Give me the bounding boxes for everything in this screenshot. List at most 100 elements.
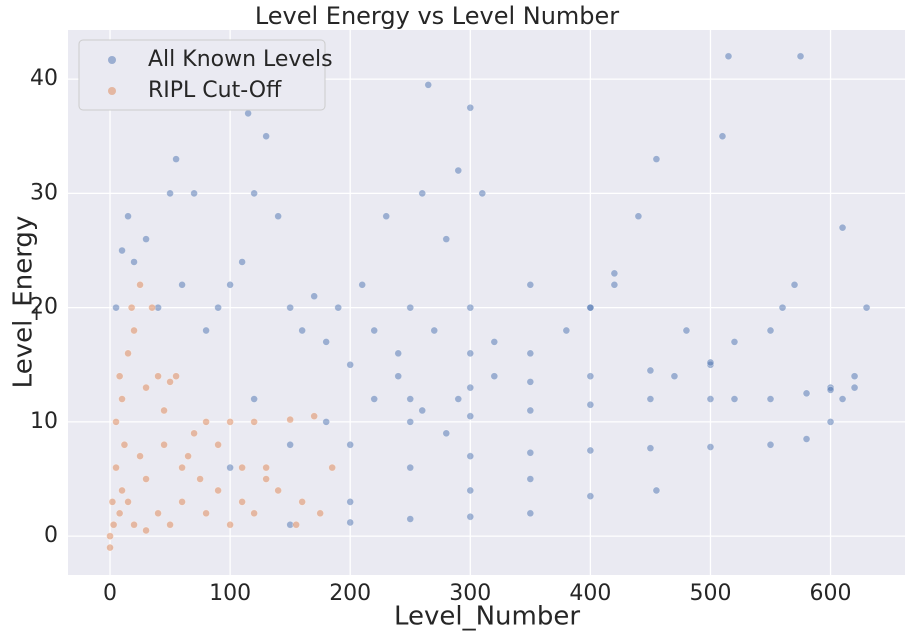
point	[526, 406, 535, 415]
point	[430, 326, 439, 335]
point	[346, 498, 355, 506]
point	[334, 303, 342, 312]
legend-marker	[108, 87, 116, 95]
y-tick-label: 0	[44, 523, 58, 548]
point	[346, 440, 355, 449]
point	[202, 418, 210, 426]
point	[322, 338, 330, 346]
point	[406, 418, 415, 426]
point	[154, 372, 162, 380]
point	[108, 498, 117, 506]
point	[120, 440, 129, 449]
point	[136, 452, 144, 460]
point	[358, 280, 367, 289]
point	[130, 326, 138, 335]
point	[802, 435, 811, 443]
legend-box	[78, 39, 326, 111]
point	[142, 383, 150, 392]
point	[298, 326, 306, 335]
point	[250, 509, 258, 518]
point	[610, 269, 619, 278]
point	[136, 280, 144, 289]
point	[466, 103, 475, 112]
point	[478, 189, 487, 198]
point	[178, 280, 186, 289]
point	[274, 212, 282, 221]
point	[142, 526, 150, 535]
point	[862, 303, 871, 312]
point	[112, 303, 120, 312]
point	[262, 463, 270, 472]
point	[322, 418, 330, 426]
point	[610, 280, 619, 289]
point	[262, 132, 270, 141]
point	[706, 395, 715, 403]
point	[406, 395, 415, 403]
x-tick-label: 300	[449, 581, 491, 606]
point	[526, 509, 535, 518]
x-tick-label: 100	[209, 581, 251, 606]
point	[130, 258, 138, 266]
point	[586, 446, 595, 455]
point	[406, 515, 415, 523]
legend-label: RIPL Cut-Off	[148, 78, 282, 103]
point	[112, 418, 120, 426]
point	[250, 418, 258, 426]
point	[442, 235, 451, 243]
point	[286, 303, 294, 312]
point	[346, 360, 355, 369]
point	[250, 189, 258, 198]
x-tick-label: 200	[329, 581, 371, 606]
point	[124, 349, 132, 358]
point	[454, 166, 463, 175]
point	[562, 326, 571, 335]
point	[586, 303, 595, 312]
point	[766, 440, 775, 449]
point	[106, 532, 114, 540]
point	[442, 429, 451, 438]
legend: All Known Levels RIPL Cut-Off	[78, 39, 333, 111]
x-tick-label: 500	[689, 581, 731, 606]
x-axis-label: Level_Number	[394, 602, 580, 632]
point	[184, 452, 192, 460]
point	[718, 132, 727, 141]
point	[214, 303, 222, 312]
point	[190, 189, 198, 198]
y-tick-label: 30	[30, 180, 58, 205]
y-axis-label: Level_Energy	[9, 216, 39, 389]
point	[526, 349, 535, 358]
point	[127, 303, 136, 312]
point	[178, 498, 186, 506]
point	[118, 246, 126, 255]
point	[646, 444, 655, 452]
point	[526, 475, 535, 483]
point	[160, 406, 168, 415]
point	[802, 389, 811, 398]
point	[652, 486, 661, 495]
point	[724, 52, 733, 61]
point	[586, 492, 595, 500]
point	[262, 475, 270, 483]
y-tick-label: 10	[30, 409, 58, 434]
point	[154, 509, 162, 518]
point	[310, 412, 318, 420]
point	[370, 395, 379, 403]
point	[466, 383, 475, 392]
point	[214, 440, 222, 449]
point	[244, 109, 252, 118]
y-tick-label: 20	[30, 295, 58, 320]
point	[730, 395, 739, 403]
point	[115, 372, 124, 380]
point	[166, 378, 174, 386]
point	[394, 372, 403, 380]
point	[850, 372, 859, 380]
chart-title: Level Energy vs Level Number	[255, 2, 619, 30]
point	[394, 349, 403, 358]
point	[418, 189, 427, 198]
point	[310, 292, 318, 301]
point	[706, 358, 715, 367]
point	[172, 155, 180, 163]
point	[226, 418, 234, 426]
point	[466, 452, 475, 460]
